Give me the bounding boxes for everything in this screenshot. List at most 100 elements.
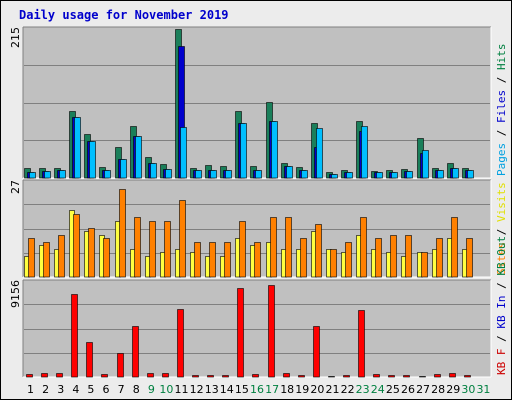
day-label: 14: [220, 383, 234, 396]
y-max-label: 9156: [9, 280, 22, 308]
bar-pages: [195, 170, 202, 179]
bar-kb-f: [222, 375, 229, 378]
bar-sites: [405, 235, 412, 278]
bar-pages: [301, 170, 308, 179]
bar-pages: [135, 136, 142, 179]
legend: Sites / Visits: [495, 182, 508, 275]
legend-entry: /: [495, 329, 508, 349]
day-label: 10: [159, 383, 173, 396]
legend-entry: Visits: [495, 182, 508, 222]
bar-kb-f: [449, 373, 456, 378]
bar-pages: [165, 169, 172, 179]
bar-kb-f: [464, 375, 471, 378]
bar-sites: [134, 217, 141, 278]
bar-kb-f: [177, 309, 184, 378]
panel-background: [23, 280, 491, 377]
legend-entry: /: [495, 70, 508, 90]
bar-pages: [271, 121, 278, 179]
day-label: 7: [118, 383, 125, 396]
bar-kb-f: [373, 374, 380, 378]
bar-kb-f: [328, 376, 335, 378]
bar-kb-f: [252, 374, 259, 378]
legend: Pages / Files / Hits: [495, 44, 508, 177]
bar-sites: [345, 242, 352, 278]
bar-pages: [74, 117, 81, 179]
day-label: 1: [27, 383, 34, 396]
day-label: 29: [446, 383, 460, 396]
legend-entry: /: [495, 123, 508, 143]
legend-entry: KB In: [495, 296, 508, 329]
bar-sites: [149, 221, 156, 278]
day-label: 2: [42, 383, 49, 396]
day-label: 23: [356, 383, 370, 396]
bar-sites: [224, 242, 231, 278]
bar-kb-f: [71, 294, 78, 378]
day-label: 20: [310, 383, 324, 396]
bar-pages: [346, 172, 353, 179]
bar-sites: [421, 252, 428, 278]
day-label: 12: [190, 383, 204, 396]
bar-pages: [210, 170, 217, 179]
day-label: 26: [401, 383, 415, 396]
day-label: 30: [461, 383, 475, 396]
bar-pages: [150, 163, 157, 179]
bar-kb-f: [192, 375, 199, 378]
bar-pages: [391, 172, 398, 179]
legend-entry: KB Out: [495, 236, 508, 276]
day-label: 6: [103, 383, 110, 396]
bar-pages: [452, 168, 459, 179]
bar-sites: [270, 217, 277, 278]
bar-kb-f: [56, 373, 63, 378]
bar-sites: [164, 221, 171, 278]
day-label: 4: [72, 383, 79, 396]
day-label: 9: [148, 383, 155, 396]
bar-sites: [466, 238, 473, 278]
bar-sites: [285, 217, 292, 278]
day-label: 25: [386, 383, 400, 396]
bar-kb-f: [343, 375, 350, 378]
bar-kb-f: [101, 374, 108, 378]
bar-sites: [300, 238, 307, 278]
bar-pages: [437, 170, 444, 179]
legend-entry: Sites: [495, 242, 508, 275]
day-label: 13: [205, 383, 219, 396]
day-label: 24: [371, 383, 385, 396]
bar-pages: [422, 150, 429, 179]
bar-sites: [239, 221, 246, 278]
bar-sites: [58, 235, 65, 278]
bar-pages: [406, 171, 413, 179]
day-label: 16: [250, 383, 264, 396]
y-max-label: 215: [9, 27, 22, 48]
bar-sites: [88, 228, 95, 278]
legend-entry: /: [495, 222, 508, 242]
bar-kb-f: [419, 376, 426, 378]
bar-kb-f: [403, 375, 410, 378]
bar-kb-f: [434, 374, 441, 378]
day-label: 31: [476, 383, 490, 396]
bar-kb-f: [86, 342, 93, 378]
bar-sites: [28, 238, 35, 278]
legend-entry: Files: [495, 90, 508, 123]
bar-sites: [254, 242, 261, 278]
bar-kb-f: [26, 374, 33, 378]
bar-pages: [44, 171, 51, 179]
day-label: 27: [416, 383, 430, 396]
legend-entry: Hits: [495, 44, 508, 71]
legend-entry: /: [495, 276, 508, 296]
legend-entry: KB F: [495, 349, 508, 376]
bar-pages: [29, 172, 36, 179]
bar-kb-f: [162, 373, 169, 378]
day-label: 28: [431, 383, 445, 396]
bar-kb-f: [41, 373, 48, 378]
chart-title: Daily usage for November 2019: [19, 8, 229, 22]
bar-sites: [73, 214, 80, 278]
bar-pages: [376, 172, 383, 179]
legend-entry: Pages: [495, 143, 508, 176]
bar-pages: [89, 141, 96, 179]
bar-sites: [436, 238, 443, 278]
y-max-label: 27: [9, 180, 22, 194]
bar-pages: [180, 127, 187, 179]
bar-kb-f: [117, 353, 124, 378]
bar-sites: [119, 189, 126, 278]
